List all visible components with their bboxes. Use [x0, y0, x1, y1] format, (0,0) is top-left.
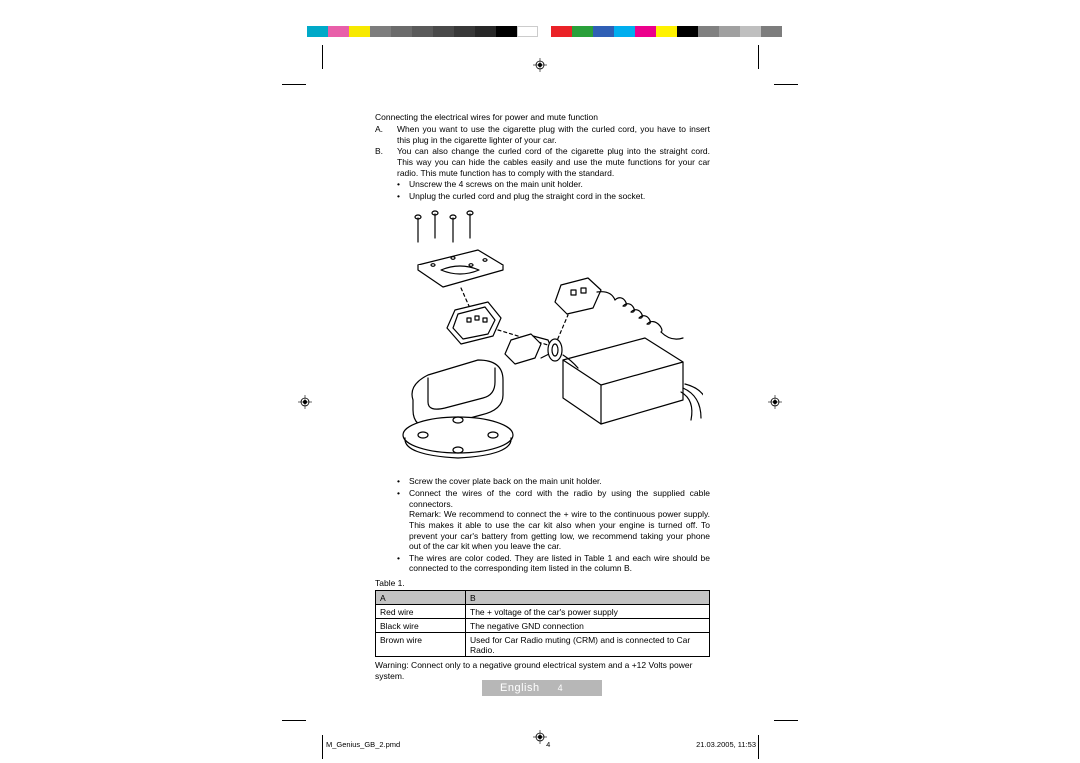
list-marker: A.: [375, 124, 397, 145]
crop-mark: [322, 735, 323, 759]
registration-mark-icon: [298, 395, 312, 409]
screw-icon: [415, 211, 473, 242]
connector-small: [447, 302, 501, 344]
list-text: You can also change the curled cord of t…: [397, 146, 710, 178]
bullet-icon: •: [397, 191, 409, 202]
table-cell: Brown wire: [376, 633, 466, 657]
list-text: Screw the cover plate back on the main u…: [409, 476, 710, 487]
list-marker: B.: [375, 146, 397, 178]
wire-color-table: A B Red wire The + voltage of the car's …: [375, 590, 710, 657]
language-label: English: [500, 682, 540, 694]
print-footer: M_Genius_GB_2.pmd 4 21.03.2005, 11:53: [326, 740, 756, 749]
table-caption: Table 1.: [375, 578, 710, 588]
crop-mark: [282, 84, 306, 85]
list-text: Unplug the curled cord and plug the stra…: [409, 191, 710, 202]
list-text: Unscrew the 4 screws on the main unit ho…: [409, 179, 710, 190]
footer-file: M_Genius_GB_2.pmd: [326, 740, 400, 749]
crop-mark: [758, 45, 759, 69]
list-item: B. You can also change the curled cord o…: [375, 146, 710, 178]
list-item: • Connect the wires of the cord with the…: [375, 488, 710, 552]
table-row: Red wire The + voltage of the car's powe…: [376, 605, 710, 619]
footer-date: 21.03.2005, 11:53: [696, 740, 756, 749]
table-cell: The + voltage of the car's power supply: [466, 605, 710, 619]
crop-mark: [282, 720, 306, 721]
section-heading: Connecting the electrical wires for powe…: [375, 112, 710, 122]
bullet-icon: •: [397, 488, 409, 552]
table-header: A: [376, 591, 466, 605]
table-cell: The negative GND connection: [466, 619, 710, 633]
list-item: • Screw the cover plate back on the main…: [375, 476, 710, 487]
warning-text: Warning: Connect only to a negative grou…: [375, 660, 710, 681]
power-box: [563, 338, 703, 424]
list-text: The wires are color coded. They are list…: [409, 553, 710, 574]
table-cell: Black wire: [376, 619, 466, 633]
page-number: 4: [558, 683, 564, 693]
holder-base: [403, 360, 513, 458]
list-item: • The wires are color coded. They are li…: [375, 553, 710, 574]
list-item: • Unplug the curled cord and plug the st…: [375, 191, 710, 202]
registration-mark-icon: [533, 58, 547, 72]
cover-plate: [418, 250, 503, 287]
table-cell: Used for Car Radio muting (CRM) and is c…: [466, 633, 710, 657]
color-registration-bar: [0, 26, 1080, 37]
footer-page: 4: [546, 740, 550, 749]
inline-plug: [505, 334, 562, 364]
table-row: Brown wire Used for Car Radio muting (CR…: [376, 633, 710, 657]
page-content: Connecting the electrical wires for powe…: [375, 112, 710, 681]
table-cell: Red wire: [376, 605, 466, 619]
bullet-icon: •: [397, 476, 409, 487]
list-item: A. When you want to use the cigarette pl…: [375, 124, 710, 145]
crop-mark: [774, 84, 798, 85]
list-item: • Unscrew the 4 screws on the main unit …: [375, 179, 710, 190]
language-page-tag: English 4: [482, 680, 602, 696]
bullet-icon: •: [397, 553, 409, 574]
crop-mark: [774, 720, 798, 721]
registration-mark-icon: [768, 395, 782, 409]
table-header: B: [466, 591, 710, 605]
table-row: Black wire The negative GND connection: [376, 619, 710, 633]
list-text: When you want to use the cigarette plug …: [397, 124, 710, 145]
crop-mark: [322, 45, 323, 69]
curled-cord-connector: [555, 278, 683, 339]
bullet-icon: •: [397, 179, 409, 190]
table-row: A B: [376, 591, 710, 605]
assembly-diagram: [375, 207, 710, 472]
crop-mark: [758, 735, 759, 759]
list-text: Connect the wires of the cord with the r…: [409, 488, 710, 552]
